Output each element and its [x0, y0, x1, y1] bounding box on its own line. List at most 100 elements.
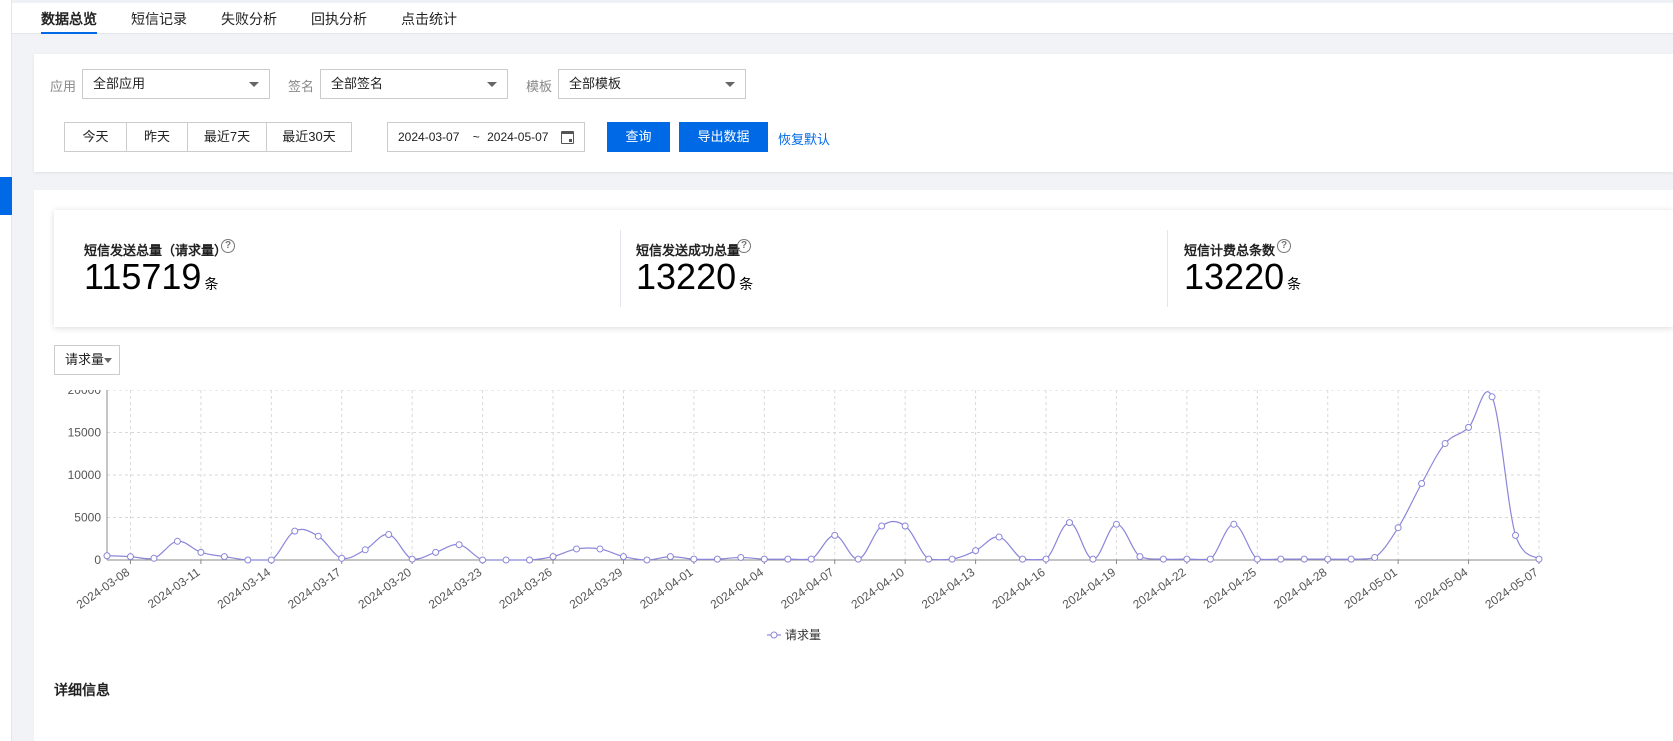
help-icon[interactable]: ? — [1277, 239, 1291, 253]
data-point — [1065, 519, 1073, 527]
data-point — [1019, 555, 1027, 563]
data-point — [1159, 555, 1167, 563]
data-point — [643, 556, 651, 564]
legend-marker — [770, 631, 778, 639]
data-point — [1512, 531, 1520, 539]
detail-section-title: 详细信息 — [54, 682, 110, 698]
app-select[interactable]: 全部应用 — [82, 69, 270, 99]
data-point — [502, 556, 510, 564]
data-point — [408, 555, 416, 563]
data-point — [1347, 555, 1355, 563]
tab-overview[interactable]: 数据总览 — [41, 10, 97, 34]
data-point — [1441, 440, 1449, 448]
x-tick-label: 2024-04-07 — [778, 565, 837, 612]
y-tick-label: 10000 — [68, 468, 102, 482]
data-point — [972, 547, 980, 555]
x-tick-label: 2024-03-29 — [567, 565, 626, 612]
app-select-value: 全部应用 — [93, 76, 146, 91]
range-30days-button[interactable]: 最近30天 — [266, 122, 352, 152]
data-point — [901, 522, 909, 530]
data-point — [573, 545, 581, 553]
data-point — [244, 556, 252, 564]
help-icon[interactable]: ? — [737, 239, 751, 253]
tab-click-stats[interactable]: 点击统计 — [401, 11, 457, 27]
data-point — [385, 531, 393, 538]
data-point — [666, 553, 674, 561]
range-today-button[interactable]: 今天 — [64, 122, 127, 152]
x-tick-label: 2024-04-19 — [1060, 565, 1119, 612]
calendar-icon[interactable] — [561, 131, 574, 144]
data-point — [1253, 555, 1261, 563]
data-point — [1112, 520, 1120, 528]
tab-bar: 数据总览 短信记录 失败分析 回执分析 点击统计 — [12, 0, 1673, 34]
data-point — [1324, 555, 1332, 563]
x-tick-label: 2024-04-25 — [1201, 565, 1260, 612]
x-tick-label: 2024-03-08 — [74, 565, 133, 612]
data-point — [1394, 524, 1402, 532]
sign-select-value: 全部签名 — [331, 76, 384, 91]
chevron-down-icon — [725, 82, 735, 87]
divider — [620, 230, 621, 307]
data-point — [807, 555, 815, 563]
app-label: 应用 — [50, 79, 77, 94]
date-range-picker[interactable]: 2024-03-07 ~ 2024-05-07 — [387, 122, 585, 152]
x-tick-label: 2024-03-26 — [496, 565, 555, 612]
x-tick-label: 2024-03-14 — [215, 565, 274, 612]
date-start: 2024-03-07 — [398, 130, 460, 144]
help-icon[interactable]: ? — [221, 239, 235, 253]
data-point — [479, 556, 487, 564]
reset-default-link[interactable]: 恢复默认 — [778, 132, 831, 147]
data-point — [1230, 520, 1238, 528]
left-rail — [0, 0, 12, 741]
date-separator: ~ — [472, 130, 480, 144]
data-point — [854, 555, 862, 563]
query-button[interactable]: 查询 — [607, 122, 670, 152]
divider — [1167, 230, 1168, 307]
stat-title: 短信发送总量（请求量） — [84, 243, 228, 258]
data-point — [1277, 555, 1285, 563]
sign-label: 签名 — [288, 79, 315, 94]
data-point — [784, 555, 792, 563]
y-tick-label: 15000 — [68, 426, 102, 440]
header-strip — [12, 0, 1673, 3]
quick-range-group: 今天 昨天 最近7天 最近30天 — [64, 122, 352, 152]
filter-panel: 应用 全部应用 签名 全部签名 模板 全部模板 今天 昨天 最近7天 最近30天… — [34, 54, 1673, 172]
range-yesterday-button[interactable]: 昨天 — [126, 122, 188, 152]
data-point — [455, 541, 463, 549]
y-tick-label: 5000 — [74, 511, 101, 525]
export-button[interactable]: 导出数据 — [679, 122, 768, 152]
data-point — [831, 531, 839, 539]
tab-receipt-analysis[interactable]: 回执分析 — [311, 11, 367, 27]
tab-failure-analysis[interactable]: 失败分析 — [221, 11, 277, 27]
data-point — [619, 553, 627, 561]
x-tick-label: 2024-03-23 — [426, 565, 485, 612]
template-select[interactable]: 全部模板 — [558, 69, 746, 99]
x-tick-label: 2024-04-16 — [989, 565, 1048, 612]
nav-active-marker[interactable] — [0, 177, 12, 215]
data-point — [596, 545, 604, 553]
x-tick-label: 2024-04-10 — [849, 565, 908, 612]
data-point — [737, 553, 745, 561]
metric-select[interactable]: 请求量 — [54, 345, 120, 375]
chevron-down-icon — [104, 358, 112, 363]
tab-sms-records[interactable]: 短信记录 — [131, 11, 187, 27]
data-point — [1300, 555, 1308, 563]
x-tick-label: 2024-03-11 — [145, 565, 203, 611]
x-tick-label: 2024-04-13 — [919, 565, 978, 612]
metric-select-value: 请求量 — [65, 352, 105, 367]
y-tick-label: 0 — [94, 553, 101, 567]
data-point — [291, 527, 299, 535]
data-point — [220, 553, 228, 561]
sign-select[interactable]: 全部签名 — [320, 69, 508, 99]
x-tick-label: 2024-03-17 — [285, 565, 344, 612]
chevron-down-icon — [249, 82, 259, 87]
data-point — [1089, 555, 1097, 563]
data-point — [1535, 555, 1543, 563]
data-point — [925, 555, 933, 563]
stat-title: 短信计费总条数 — [1184, 243, 1276, 258]
range-7days-button[interactable]: 最近7天 — [187, 122, 267, 152]
data-point — [713, 555, 721, 563]
y-tick-label: 20000 — [68, 390, 102, 397]
x-tick-label: 2024-05-01 — [1342, 565, 1401, 612]
data-point — [1206, 555, 1214, 563]
